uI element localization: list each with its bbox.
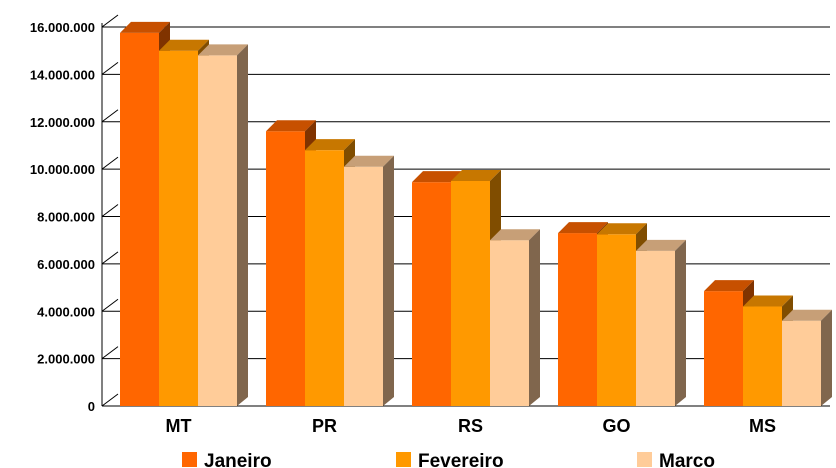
- x-category-label: MS: [749, 416, 776, 436]
- bar-front: [305, 150, 344, 406]
- bar-front: [704, 291, 743, 406]
- gridline-depth: [101, 298, 119, 312]
- y-tick-label: 0: [88, 399, 95, 414]
- legend-label: Janeiro: [204, 451, 272, 468]
- bar-front: [344, 166, 383, 406]
- bar-top: [704, 280, 754, 292]
- legend-label: Fevereiro: [418, 451, 504, 468]
- y-tick-label: 4.000.000: [37, 304, 95, 319]
- legend-swatch: [637, 452, 652, 467]
- legend-item: Marco: [637, 451, 715, 468]
- bar-side: [237, 44, 248, 407]
- bar-front: [198, 55, 237, 407]
- gridline-depth: [101, 251, 119, 265]
- gridline-depth: [101, 14, 119, 28]
- y-tick-label: 6.000.000: [37, 257, 95, 272]
- legend-swatch: [182, 452, 197, 467]
- y-tick-label: 12.000.000: [30, 115, 95, 130]
- x-category-label: PR: [312, 416, 337, 436]
- bar-front: [266, 131, 305, 406]
- bar-side: [821, 309, 832, 406]
- legend: Janeiro Fevereiro Marco: [182, 451, 715, 468]
- bar: [198, 44, 248, 407]
- gridline-depth: [101, 393, 119, 407]
- legend-item: Fevereiro: [396, 451, 504, 468]
- bar-top: [198, 44, 248, 56]
- bar: [344, 155, 394, 406]
- bar: [490, 229, 540, 406]
- y-tick-label: 16.000.000: [30, 20, 95, 35]
- bar-front: [120, 32, 159, 406]
- bar-side: [529, 229, 540, 406]
- y-tick-label: 14.000.000: [30, 67, 95, 82]
- bar-side: [383, 155, 394, 406]
- bar-front: [451, 180, 490, 406]
- gridline-depth: [101, 61, 119, 75]
- bar-front: [159, 50, 198, 406]
- bar-side: [675, 239, 686, 406]
- gridline-depth: [101, 156, 119, 170]
- bar-front: [636, 250, 675, 406]
- bar-front: [743, 306, 782, 406]
- x-category-label: RS: [458, 416, 483, 436]
- y-tick-labels: 0 2.000.000 4.000.000 6.000.000 8.000.000 10.…: [30, 20, 95, 414]
- bars: [120, 21, 832, 407]
- legend-label: Marco: [659, 451, 715, 468]
- bar-top: [412, 171, 462, 183]
- bar-top: [558, 222, 608, 234]
- bar-top: [451, 169, 501, 181]
- bar-front: [412, 182, 451, 406]
- bar-top: [120, 21, 170, 33]
- bar: [782, 309, 832, 406]
- bar-top: [490, 229, 540, 241]
- bar-top: [743, 295, 793, 307]
- x-category-label: GO: [602, 416, 630, 436]
- gridline-depth: [101, 346, 119, 360]
- bar-front: [597, 234, 636, 406]
- y-tick-label: 8.000.000: [37, 210, 95, 225]
- legend-swatch: [396, 452, 411, 467]
- bar-front: [490, 240, 529, 406]
- bar-top: [636, 239, 686, 251]
- bar-top: [597, 223, 647, 235]
- bar-top: [782, 309, 832, 321]
- bar: [636, 239, 686, 406]
- bar-front: [558, 233, 597, 406]
- bar-top: [344, 155, 394, 167]
- gridline-depth: [101, 109, 119, 123]
- y-tick-label: 2.000.000: [37, 352, 95, 367]
- gridline-depth: [101, 204, 119, 217]
- bar-front: [782, 320, 821, 406]
- bar-top: [159, 39, 209, 51]
- y-tick-label: 10.000.000: [30, 162, 95, 177]
- bar-top: [266, 120, 316, 132]
- x-category-label: MT: [166, 416, 192, 436]
- x-category-labels: MT PR RS GO MS: [166, 416, 777, 436]
- bar-top: [305, 139, 355, 151]
- legend-item: Janeiro: [182, 451, 272, 468]
